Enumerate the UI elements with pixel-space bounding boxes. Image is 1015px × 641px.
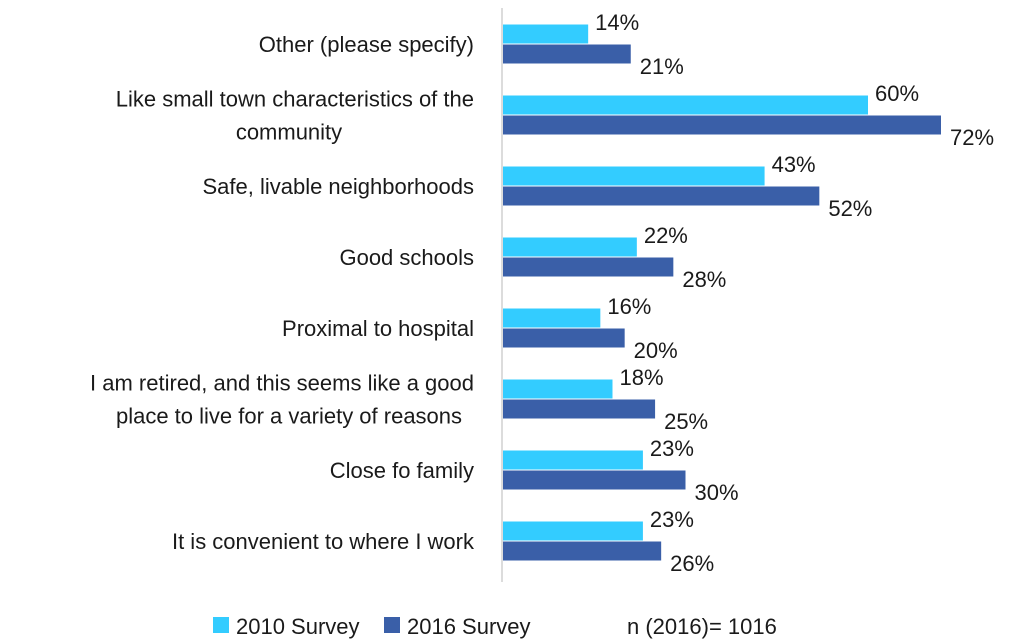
bar-2016	[503, 115, 941, 135]
data-label-2016: 30%	[695, 480, 739, 505]
data-label-2010: 23%	[650, 436, 694, 461]
data-label-2010: 18%	[620, 365, 664, 390]
data-label-2016: 20%	[634, 338, 678, 363]
bar-2016	[503, 399, 656, 419]
bar-2016	[503, 470, 686, 490]
bar-2016	[503, 44, 631, 64]
category-label: place to live for a variety of reasons	[116, 404, 462, 429]
legend-label-2010: 2010 Survey	[236, 614, 360, 639]
legend: 2010 Survey 2016 Survey n (2016)= 1016	[213, 614, 777, 639]
bar-2016	[503, 186, 820, 206]
data-label-2016: 25%	[664, 409, 708, 434]
bar-2010	[503, 237, 637, 257]
legend-swatch-2016	[384, 617, 400, 633]
category-label: Other (please specify)	[259, 32, 474, 57]
bars	[503, 24, 941, 561]
data-label-2016: 72%	[950, 125, 994, 150]
data-label-2016: 28%	[682, 267, 726, 292]
category-label: Like small town characteristics of the	[116, 87, 474, 112]
data-label-2010: 22%	[644, 223, 688, 248]
category-label: Good schools	[339, 245, 474, 270]
bar-2016	[503, 328, 625, 348]
legend-swatch-2010	[213, 617, 229, 633]
bar-2010	[503, 95, 868, 115]
data-label-2016: 26%	[670, 551, 714, 576]
bar-2016	[503, 257, 674, 277]
bar-2016	[503, 541, 662, 561]
category-label: It is convenient to where I work	[172, 529, 475, 554]
data-label-2010: 16%	[607, 294, 651, 319]
bar-2010	[503, 308, 601, 328]
bar-2010	[503, 379, 613, 399]
data-label-2010: 23%	[650, 507, 694, 532]
bar-2010	[503, 450, 643, 470]
data-labels: 14%21%60%72%43%52%22%28%16%20%18%25%23%3…	[595, 10, 994, 576]
data-label-2010: 14%	[595, 10, 639, 35]
bar-2010	[503, 166, 765, 186]
data-label-2016: 52%	[828, 196, 872, 221]
legend-label-2016: 2016 Survey	[407, 614, 531, 639]
category-label: I am retired, and this seems like a good	[90, 371, 474, 396]
data-label-2016: 21%	[640, 54, 684, 79]
bar-2010	[503, 24, 589, 44]
category-label: community	[236, 120, 342, 145]
data-label-2010: 60%	[875, 81, 919, 106]
data-label-2010: 43%	[772, 152, 816, 177]
category-label: Close fo family	[330, 458, 474, 483]
category-labels: Other (please specify) Like small town ch…	[90, 32, 475, 554]
category-label: Proximal to hospital	[282, 316, 474, 341]
sample-size-note: n (2016)= 1016	[627, 614, 777, 639]
category-label: Safe, livable neighborhoods	[202, 174, 474, 199]
bar-2010	[503, 521, 643, 541]
